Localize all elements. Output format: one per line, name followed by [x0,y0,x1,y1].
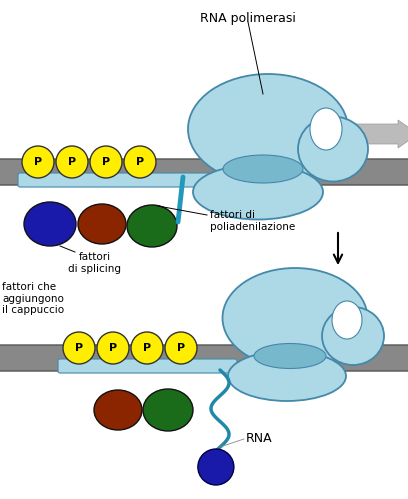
Text: RNA: RNA [246,433,273,446]
FancyBboxPatch shape [0,345,408,371]
Circle shape [198,449,234,485]
Ellipse shape [295,307,350,357]
Text: fattori che
aggiungono
il cappuccio: fattori che aggiungono il cappuccio [2,282,64,315]
FancyBboxPatch shape [0,159,408,185]
Ellipse shape [228,351,346,401]
Circle shape [97,332,129,364]
FancyBboxPatch shape [58,359,237,373]
Text: RNA polimerasi: RNA polimerasi [200,12,296,25]
Text: fattori
di splicing: fattori di splicing [69,252,122,273]
Ellipse shape [94,390,142,430]
Text: P: P [102,157,110,167]
Ellipse shape [188,74,348,184]
Ellipse shape [310,108,342,150]
Circle shape [131,332,163,364]
Ellipse shape [24,202,76,246]
Ellipse shape [332,301,362,339]
FancyBboxPatch shape [18,173,210,187]
FancyArrow shape [348,120,408,148]
Text: P: P [109,343,117,353]
Text: P: P [136,157,144,167]
Ellipse shape [254,343,326,368]
Circle shape [22,146,54,178]
Ellipse shape [193,165,323,220]
Text: P: P [177,343,185,353]
Ellipse shape [78,204,126,244]
Ellipse shape [322,307,384,365]
Text: P: P [68,157,76,167]
Ellipse shape [298,116,368,182]
Ellipse shape [223,155,303,183]
Ellipse shape [143,389,193,431]
Ellipse shape [222,268,368,368]
Text: P: P [75,343,83,353]
Circle shape [56,146,88,178]
Ellipse shape [127,205,177,247]
Circle shape [63,332,95,364]
Text: P: P [34,157,42,167]
Text: P: P [143,343,151,353]
Ellipse shape [268,116,328,172]
Text: fattori di
poliadenilazione: fattori di poliadenilazione [210,210,295,232]
Circle shape [165,332,197,364]
Circle shape [90,146,122,178]
Circle shape [124,146,156,178]
